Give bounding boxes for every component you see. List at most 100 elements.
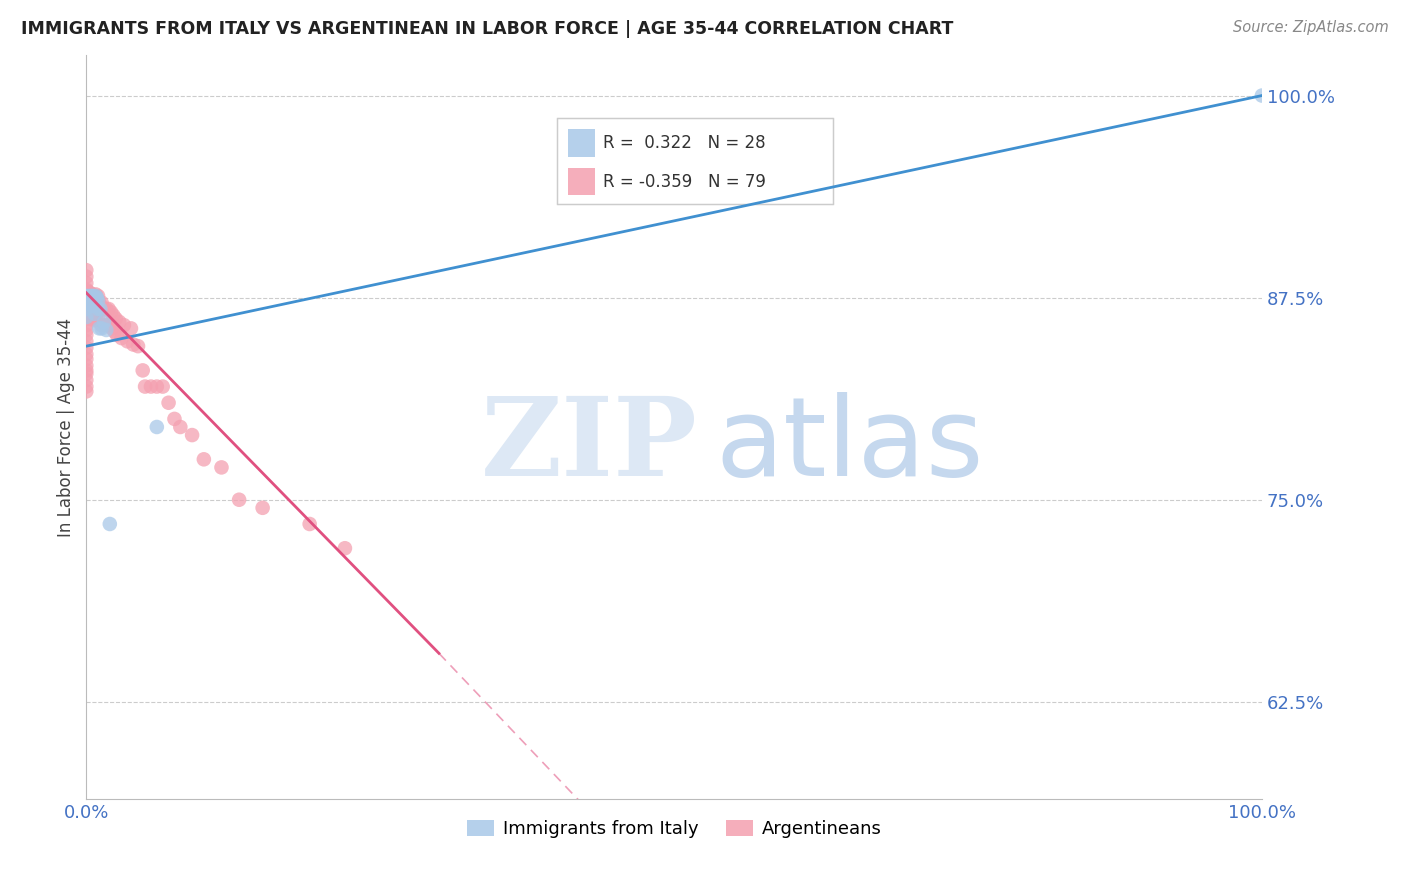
Point [228,492,250,507]
Point [76,305,98,319]
Point [298,516,321,531]
Point [77,287,100,301]
Point [100,305,122,319]
Point [75,327,97,342]
Point [89,301,111,316]
Point [90,318,112,332]
Point [93,301,115,316]
Point [75,367,97,381]
Point [82,289,104,303]
Point [89,321,111,335]
Text: atlas: atlas [716,392,984,500]
Point [117,334,139,349]
Point [87,301,110,316]
Point [93,315,115,329]
Point [75,289,97,303]
Point [96,301,118,316]
Point [75,310,97,324]
Point [98,318,121,332]
Point [87,293,110,308]
Point [82,295,104,310]
Point [132,363,155,377]
Point [181,428,204,442]
Point [80,289,103,303]
Y-axis label: In Labor Force | Age 35-44: In Labor Force | Age 35-44 [58,318,75,537]
Point [252,500,274,515]
Point [134,379,156,393]
Point [75,311,97,326]
Point [157,395,180,409]
Point [1251,88,1274,103]
Point [75,323,97,337]
Point [83,313,105,327]
Point [75,318,97,332]
Point [77,289,100,303]
Point [193,452,215,467]
Point [120,321,142,335]
Point [79,285,101,300]
Point [90,321,112,335]
Point [84,310,107,324]
Point [89,295,111,310]
Point [75,263,97,277]
Point [110,331,132,345]
Point [82,289,104,303]
Point [83,291,105,305]
Point [127,339,149,353]
Point [75,363,97,377]
Point [80,311,103,326]
Point [75,384,97,399]
Point [96,323,118,337]
Point [139,379,162,393]
Point [79,305,101,319]
Legend: Immigrants from Italy, Argentineans: Immigrants from Italy, Argentineans [460,813,889,846]
Point [75,269,97,284]
Point [101,321,124,335]
Point [75,347,97,361]
Point [75,301,97,316]
Point [86,291,108,305]
Point [77,311,100,326]
Point [80,287,103,301]
Point [83,307,105,321]
Point [75,373,97,387]
Point [98,516,121,531]
Point [94,318,117,332]
Point [169,420,191,434]
Point [333,541,356,556]
Point [86,291,108,305]
Point [82,299,104,313]
Text: IMMIGRANTS FROM ITALY VS ARGENTINEAN IN LABOR FORCE | AGE 35-44 CORRELATION CHAR: IMMIGRANTS FROM ITALY VS ARGENTINEAN IN … [21,20,953,37]
Point [79,295,101,310]
Point [84,289,107,303]
Point [211,460,233,475]
Point [104,311,127,326]
Point [108,315,131,329]
Point [105,327,128,342]
Point [112,318,135,332]
Point [75,289,97,303]
Point [84,299,107,313]
Point [96,318,118,332]
Point [82,293,104,308]
Point [75,341,97,355]
Point [87,289,110,303]
Point [75,359,97,373]
Point [103,325,125,339]
Point [75,295,97,310]
Point [103,309,125,323]
Point [76,284,98,298]
Point [90,295,112,310]
Text: Source: ZipAtlas.com: Source: ZipAtlas.com [1233,20,1389,35]
Point [82,311,104,326]
Point [83,291,105,305]
Point [83,299,105,313]
Point [91,301,114,316]
Point [75,334,97,349]
Point [75,283,97,297]
Point [75,293,97,308]
Point [75,299,97,313]
Point [75,276,97,290]
Point [122,337,145,351]
Point [75,352,97,367]
